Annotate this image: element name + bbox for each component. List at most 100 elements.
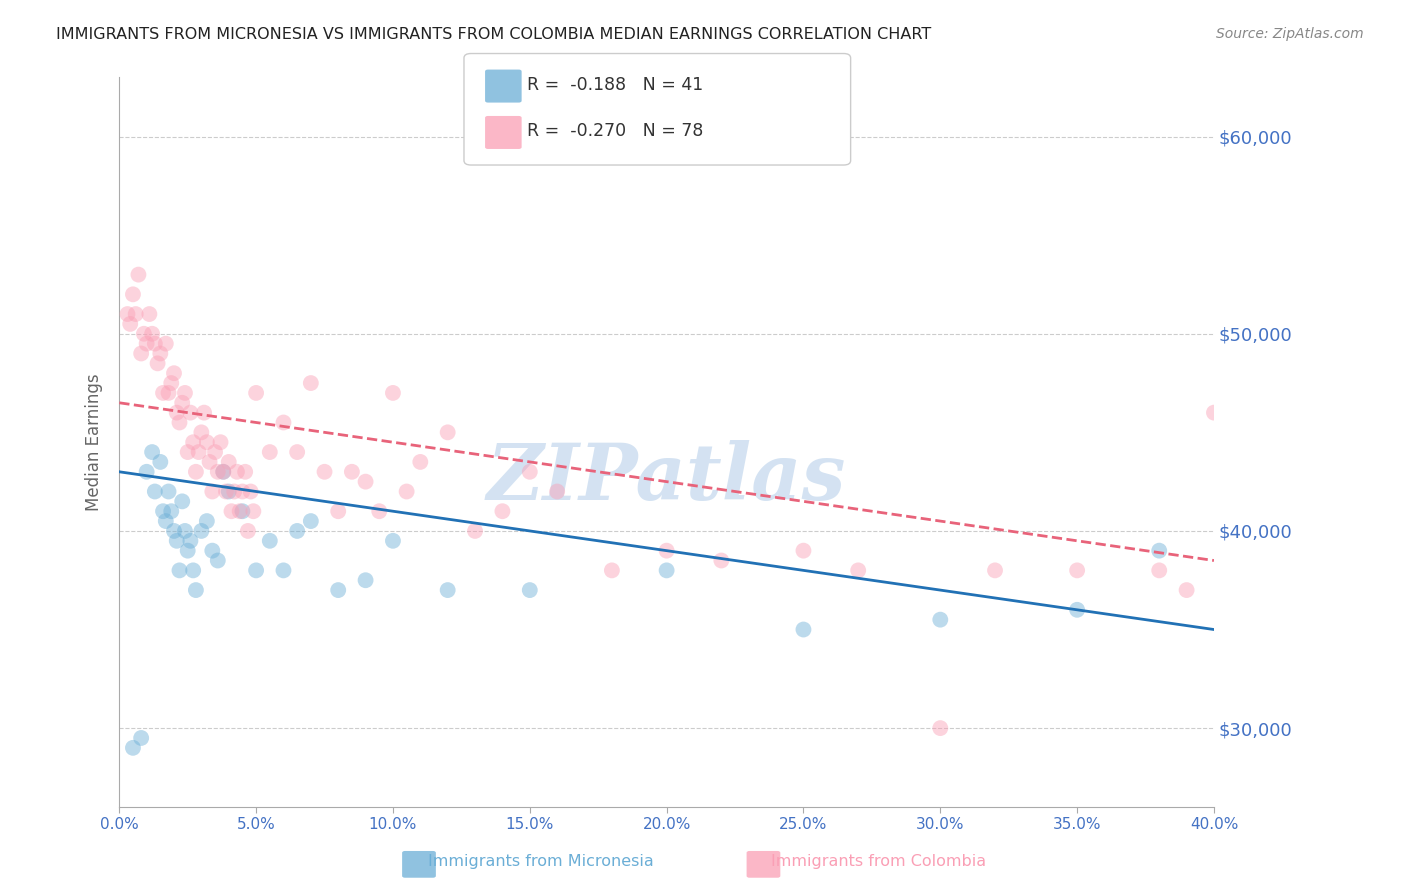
- Point: [233, 465, 256, 479]
- Point: [181, 435, 204, 450]
- Point: [299, 514, 322, 528]
- Point: [207, 465, 229, 479]
- Point: [184, 583, 207, 598]
- Point: [1066, 603, 1088, 617]
- Point: [285, 524, 308, 538]
- Point: [354, 475, 377, 489]
- Point: [190, 425, 212, 440]
- Point: [259, 533, 281, 548]
- Point: [226, 465, 249, 479]
- Point: [340, 465, 363, 479]
- Point: [239, 484, 262, 499]
- Point: [381, 385, 404, 400]
- Text: R =  -0.270   N = 78: R = -0.270 N = 78: [527, 122, 703, 140]
- Point: [138, 307, 160, 321]
- Point: [299, 376, 322, 390]
- Point: [166, 406, 188, 420]
- Point: [600, 563, 623, 577]
- Point: [231, 484, 253, 499]
- Point: [354, 573, 377, 587]
- Point: [929, 721, 952, 735]
- Point: [172, 494, 194, 508]
- Point: [792, 623, 814, 637]
- Point: [179, 406, 201, 420]
- Point: [1066, 563, 1088, 577]
- Text: ZIPatlas: ZIPatlas: [486, 441, 846, 517]
- Point: [155, 336, 177, 351]
- Point: [135, 336, 157, 351]
- Point: [179, 533, 201, 548]
- Y-axis label: Median Earnings: Median Earnings: [86, 374, 103, 511]
- Point: [224, 484, 246, 499]
- Point: [176, 445, 198, 459]
- Point: [122, 287, 145, 301]
- Point: [155, 514, 177, 528]
- Point: [187, 445, 209, 459]
- Point: [395, 484, 418, 499]
- Point: [314, 465, 336, 479]
- Point: [129, 346, 152, 360]
- Point: [195, 435, 218, 450]
- Point: [245, 563, 267, 577]
- Point: [242, 504, 264, 518]
- Point: [436, 583, 458, 598]
- Point: [519, 583, 541, 598]
- Point: [149, 455, 172, 469]
- Point: [127, 268, 149, 282]
- Point: [1175, 583, 1198, 598]
- Point: [436, 425, 458, 440]
- Point: [120, 317, 142, 331]
- Point: [163, 366, 186, 380]
- Point: [231, 504, 253, 518]
- Point: [201, 484, 224, 499]
- Point: [984, 563, 1007, 577]
- Point: [146, 356, 169, 370]
- Point: [519, 465, 541, 479]
- Point: [218, 484, 240, 499]
- Point: [132, 326, 155, 341]
- Point: [1216, 178, 1239, 193]
- Point: [409, 455, 432, 469]
- Point: [710, 553, 733, 567]
- Point: [152, 385, 174, 400]
- Point: [160, 504, 183, 518]
- Point: [792, 543, 814, 558]
- Point: [212, 465, 235, 479]
- Point: [198, 455, 221, 469]
- Text: Immigrants from Micronesia: Immigrants from Micronesia: [429, 854, 654, 869]
- Point: [141, 445, 163, 459]
- Point: [174, 524, 197, 538]
- Text: Source: ZipAtlas.com: Source: ZipAtlas.com: [1216, 27, 1364, 41]
- Point: [160, 376, 183, 390]
- Point: [218, 455, 240, 469]
- Point: [157, 385, 180, 400]
- Point: [221, 504, 243, 518]
- Point: [117, 307, 139, 321]
- Point: [152, 504, 174, 518]
- Point: [212, 465, 235, 479]
- Point: [174, 385, 197, 400]
- Point: [166, 533, 188, 548]
- Point: [143, 484, 166, 499]
- Point: [491, 504, 513, 518]
- Point: [184, 465, 207, 479]
- Point: [328, 504, 350, 518]
- Point: [172, 396, 194, 410]
- Point: [193, 406, 215, 420]
- Point: [464, 524, 486, 538]
- Point: [1202, 406, 1225, 420]
- Text: R =  -0.188   N = 41: R = -0.188 N = 41: [527, 76, 703, 94]
- Point: [129, 731, 152, 745]
- Point: [135, 465, 157, 479]
- Point: [328, 583, 350, 598]
- Text: Immigrants from Colombia: Immigrants from Colombia: [770, 854, 987, 869]
- Text: IMMIGRANTS FROM MICRONESIA VS IMMIGRANTS FROM COLOMBIA MEDIAN EARNINGS CORRELATI: IMMIGRANTS FROM MICRONESIA VS IMMIGRANTS…: [56, 27, 932, 42]
- Point: [236, 524, 259, 538]
- Point: [655, 563, 678, 577]
- Point: [215, 484, 238, 499]
- Point: [204, 445, 226, 459]
- Point: [245, 385, 267, 400]
- Point: [381, 533, 404, 548]
- Point: [207, 553, 229, 567]
- Point: [176, 543, 198, 558]
